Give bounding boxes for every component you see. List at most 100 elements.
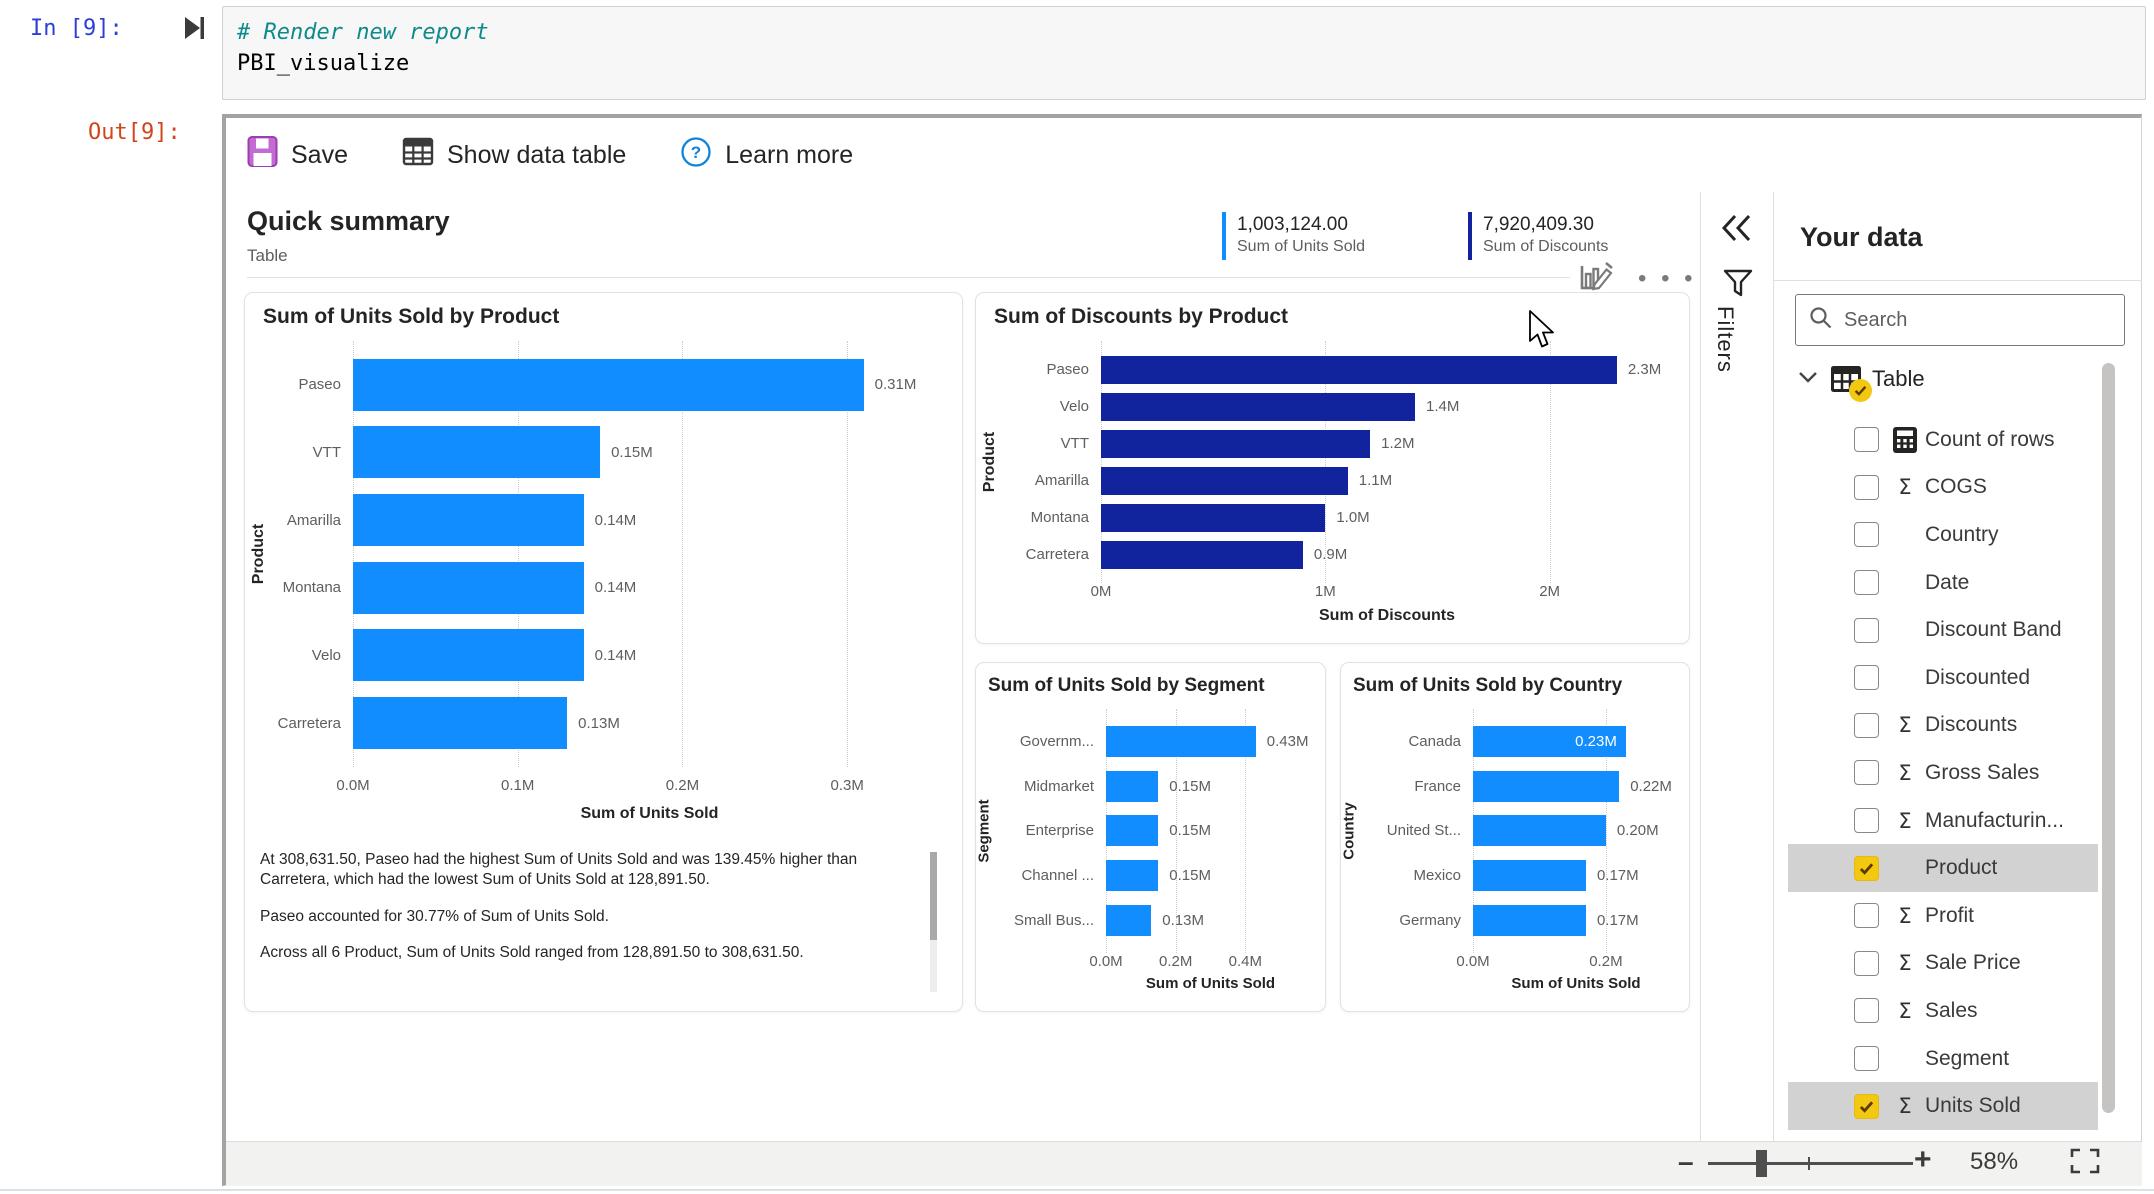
edit-chart-icon[interactable] (1578, 258, 1616, 299)
chevron-down-icon[interactable] (1796, 368, 1820, 391)
field-checkbox[interactable] (1854, 427, 1879, 453)
field-row-sale-price[interactable]: Σ Sale Price (1788, 940, 2098, 988)
table-selected-badge (1849, 379, 1872, 402)
insight-paragraph: At 308,631.50, Paseo had the highest Sum… (260, 851, 858, 889)
field-row-date[interactable]: Date (1788, 559, 2098, 607)
your-data-scrollbar[interactable] (2102, 363, 2115, 1113)
bar[interactable] (1101, 540, 1303, 569)
bar[interactable] (1106, 905, 1152, 937)
kpi-label: Sum of Discounts (1483, 238, 1609, 255)
insights-scrollbar-thumb[interactable] (930, 852, 937, 940)
bar[interactable] (1101, 355, 1617, 384)
bar-value-label: 0.17M (1596, 867, 1639, 885)
field-label: Sale Price (1925, 951, 2021, 975)
x-axis-title: Sum of Units Sold (1511, 975, 1641, 992)
zoom-in-button[interactable]: + (1914, 1143, 1932, 1176)
chart-card-units-by-product[interactable]: Sum of Units Sold by Product Product 0.0M 0… (244, 292, 963, 1012)
mouse-cursor (1528, 310, 1558, 355)
save-button[interactable]: Save (247, 135, 348, 175)
field-checkbox-checked[interactable] (1854, 1093, 1879, 1119)
bar[interactable] (353, 426, 601, 479)
chart-bar-row: VTT 0.15M (263, 419, 946, 487)
field-row-country[interactable]: Country (1788, 511, 2098, 559)
field-checkbox[interactable] (1854, 950, 1879, 976)
zoom-slider-track[interactable] (1708, 1162, 1913, 1165)
bar[interactable] (1473, 860, 1586, 892)
bar[interactable] (1106, 770, 1159, 802)
field-checkbox[interactable] (1854, 1046, 1879, 1072)
bar[interactable] (1473, 770, 1620, 802)
learn-more-button[interactable]: ? Learn more (680, 136, 853, 175)
bar[interactable] (1473, 815, 1606, 847)
bar[interactable] (353, 358, 864, 411)
field-checkbox[interactable] (1854, 712, 1879, 738)
field-row-segment[interactable]: Segment (1788, 1035, 2098, 1083)
bar[interactable] (353, 494, 584, 547)
field-checkbox[interactable] (1854, 617, 1879, 643)
bar[interactable]: 0.23M (1473, 725, 1626, 757)
field-row-discounted[interactable]: Discounted (1788, 654, 2098, 702)
category-label: France (1414, 777, 1461, 795)
bar[interactable] (1101, 392, 1416, 421)
filter-funnel-icon[interactable] (1721, 266, 1755, 305)
bar-track: 0.15M (1106, 809, 1315, 854)
chart-title: Sum of Units Sold by Product (263, 305, 560, 328)
table-tree-node[interactable]: Table (1796, 364, 1925, 402)
bar[interactable] (353, 697, 568, 750)
field-checkbox[interactable] (1854, 522, 1879, 548)
bar[interactable] (1106, 725, 1256, 757)
collapse-cell-icon[interactable] (183, 12, 207, 49)
bar[interactable] (1473, 905, 1586, 937)
field-checkbox[interactable] (1854, 808, 1879, 834)
bar-value-label: 0.15M (1169, 867, 1211, 885)
chart-card-discounts-by-product[interactable]: Sum of Discounts by Product Product 0M 1M 2M… (975, 292, 1690, 644)
category-label: Channel ... (1021, 867, 1094, 885)
field-row-discount-band[interactable]: Discount Band (1788, 606, 2098, 654)
zoom-out-button[interactable]: – (1678, 1146, 1694, 1177)
bar[interactable] (1106, 860, 1159, 892)
field-checkbox[interactable] (1854, 903, 1879, 929)
fit-to-page-icon[interactable] (2070, 1148, 2100, 1179)
field-checkbox[interactable] (1854, 570, 1879, 596)
field-row-profit[interactable]: Σ Profit (1788, 892, 2098, 940)
field-checkbox[interactable] (1854, 998, 1879, 1024)
bar-track: 0.17M (1473, 898, 1679, 943)
zoom-slider-thumb[interactable] (1756, 1150, 1767, 1177)
field-label: Profit (1925, 903, 1975, 927)
field-checkbox-checked[interactable] (1854, 855, 1879, 881)
field-row-product[interactable]: Product (1788, 844, 2098, 892)
field-row-sales[interactable]: Σ Sales (1788, 987, 2098, 1035)
jupyter-in-prompt: In [9]: (30, 16, 123, 41)
field-checkbox[interactable] (1854, 760, 1879, 786)
bar[interactable] (1101, 429, 1371, 458)
bar[interactable] (1101, 503, 1326, 532)
bar[interactable] (1101, 466, 1348, 495)
bar-value-label: 1.4M (1426, 398, 1460, 415)
field-checkbox[interactable] (1854, 474, 1879, 500)
field-row-discounts[interactable]: Σ Discounts (1788, 702, 2098, 750)
chart-card-units-by-country[interactable]: Sum of Units Sold by Country Country 0.0M 0… (1340, 662, 1690, 1012)
chart-bar-row: Velo 1.4M (994, 388, 1673, 425)
more-options-icon[interactable]: • • • (1638, 264, 1697, 292)
bar[interactable] (1106, 815, 1159, 847)
field-row-gross-sales[interactable]: Σ Gross Sales (1788, 749, 2098, 797)
field-row-manufacturin[interactable]: Σ Manufacturin... (1788, 797, 2098, 845)
bar[interactable] (353, 629, 584, 682)
field-row-cogs[interactable]: Σ COGS (1788, 464, 2098, 512)
jupyter-code-cell[interactable]: # Render new report PBI_visualize (222, 6, 2146, 100)
bar[interactable] (353, 561, 584, 614)
filters-pane-label[interactable]: Filters (1713, 306, 1738, 373)
chart-card-units-by-segment[interactable]: Sum of Units Sold by Segment Segment 0.0M 0… (975, 662, 1326, 1012)
field-row-units-sold[interactable]: Σ Units Sold (1788, 1082, 2098, 1130)
field-row-count-of-rows[interactable]: Count of rows (1788, 416, 2098, 464)
show-data-table-button[interactable]: Show data table (402, 136, 626, 174)
field-checkbox[interactable] (1854, 665, 1879, 691)
gridline (1245, 709, 1247, 953)
search-input[interactable] (1844, 308, 2112, 332)
bar-value-label: 2.3M (1627, 361, 1662, 378)
collapse-pane-icon[interactable] (1718, 212, 1756, 249)
search-box[interactable] (1795, 294, 2125, 346)
chart-bar-row: Montana 0.14M (263, 554, 946, 622)
zoom-slider-midpoint (1808, 1157, 1810, 1170)
search-icon (1808, 305, 1834, 336)
